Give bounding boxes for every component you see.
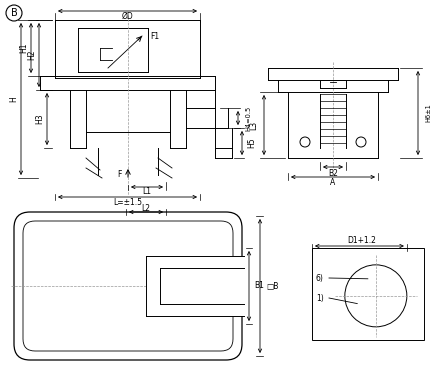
Text: H2: H2: [27, 50, 37, 60]
Bar: [312, 248, 424, 340]
Text: A: A: [330, 177, 336, 186]
Text: □B: □B: [266, 282, 278, 290]
Text: H4=0.5: H4=0.5: [245, 106, 251, 131]
Bar: [146, 256, 247, 316]
Text: B: B: [10, 8, 17, 18]
Bar: [160, 268, 247, 304]
Text: L=±1.5: L=±1.5: [113, 197, 143, 207]
Text: D1+1.2: D1+1.2: [347, 235, 376, 245]
FancyBboxPatch shape: [14, 212, 242, 360]
Text: ØD: ØD: [122, 11, 133, 21]
Text: H1: H1: [20, 43, 28, 53]
Text: F1: F1: [150, 31, 159, 41]
Text: B1: B1: [254, 282, 264, 290]
Text: H6±1: H6±1: [425, 104, 431, 123]
Text: L3: L3: [249, 120, 258, 130]
Text: F: F: [118, 169, 122, 179]
Text: L2: L2: [142, 203, 150, 213]
Text: 6): 6): [316, 273, 324, 283]
Text: B2: B2: [328, 169, 338, 177]
Text: H5: H5: [248, 138, 256, 148]
Text: H: H: [10, 96, 18, 102]
Text: L1: L1: [143, 186, 151, 196]
Text: H3: H3: [35, 114, 44, 124]
Text: 1): 1): [316, 293, 324, 303]
